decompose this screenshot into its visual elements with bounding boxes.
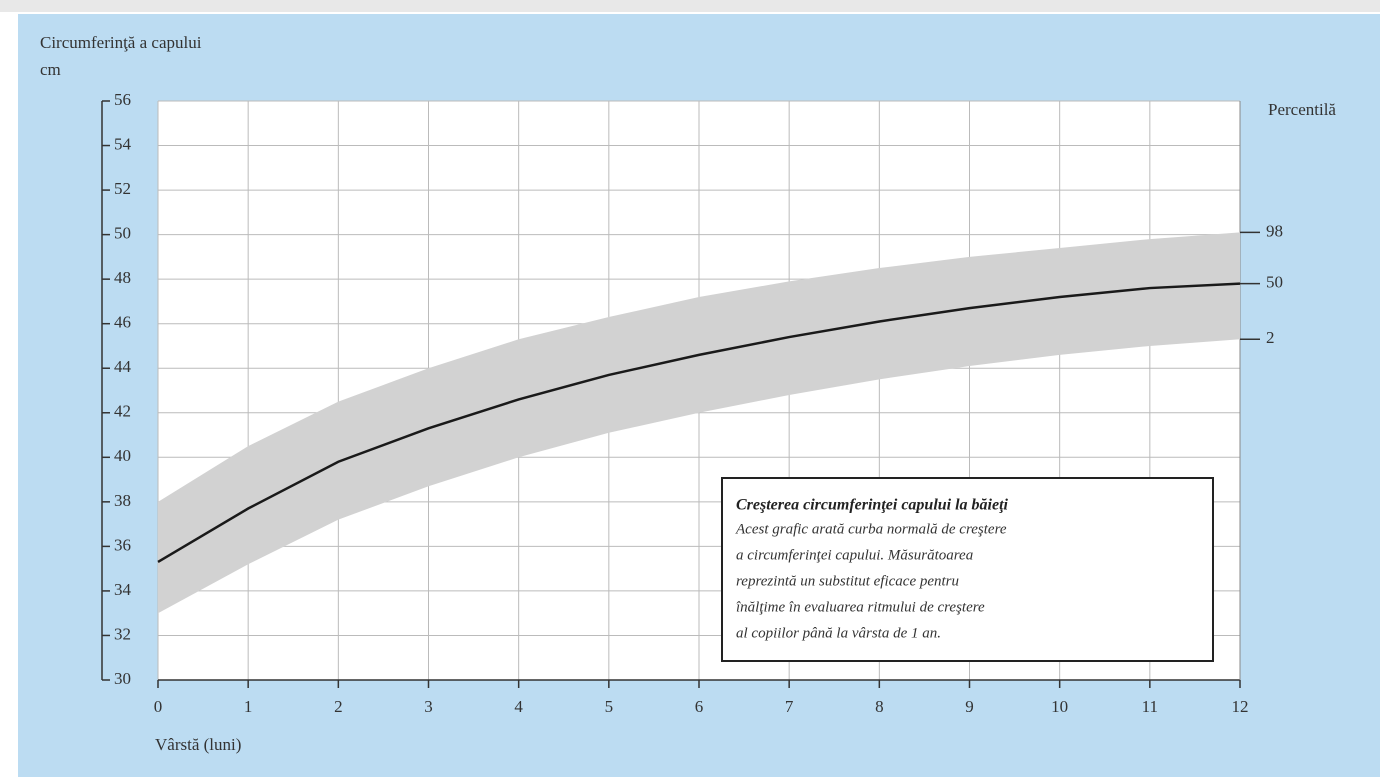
y-tick-label: 46	[114, 313, 131, 332]
x-tick-label: 8	[875, 697, 884, 716]
x-tick-label: 12	[1232, 697, 1249, 716]
median-line	[157, 282, 1241, 564]
y-title: Circumferinţă a capului	[40, 33, 202, 52]
x-title: Vârstă (luni)	[155, 735, 241, 754]
y-tick-label: 32	[114, 624, 131, 643]
note-line: al copiilor până la vârsta de 1 an.	[736, 625, 941, 641]
x-tick-label: 3	[424, 697, 433, 716]
percentile-band	[158, 232, 1240, 614]
note-box	[721, 477, 1214, 662]
percentile-label: 50	[1266, 273, 1283, 292]
y2-title: Percentilă	[1268, 100, 1336, 119]
x-tick-label: 9	[965, 697, 974, 716]
x-tick-label: 5	[605, 697, 614, 716]
y-unit: cm	[40, 60, 61, 79]
top-strip	[0, 0, 1380, 12]
y-tick-label: 56	[114, 90, 131, 109]
note-line: Acest grafic arată curba normală de creş…	[735, 521, 1007, 537]
y-tick-label: 34	[114, 580, 132, 599]
x-tick-label: 4	[514, 697, 523, 716]
note-line: înălţime în evaluarea ritmului de creşte…	[736, 599, 985, 615]
x-tick-label: 10	[1051, 697, 1068, 716]
y-tick-label: 40	[114, 446, 131, 465]
x-tick-label: 7	[785, 697, 794, 716]
y-tick-label: 36	[114, 535, 131, 554]
y-tick-label: 54	[114, 134, 132, 153]
y-tick-label: 42	[114, 402, 131, 421]
x-tick-label: 1	[244, 697, 253, 716]
y-tick-label: 38	[114, 491, 131, 510]
y-tick-label: 30	[114, 669, 131, 688]
note-line: reprezintă un substitut eficace pentru	[736, 573, 959, 589]
x-tick-label: 11	[1142, 697, 1158, 716]
note-line: a circumferinţei capului. Măsurătoarea	[736, 547, 973, 563]
note-title: Creşterea circumferinţei capului la băie…	[736, 497, 1009, 514]
x-tick-label: 0	[154, 697, 163, 716]
y-tick-label: 48	[114, 268, 131, 287]
percentile-label: 98	[1266, 221, 1283, 240]
y-tick-label: 52	[114, 179, 131, 198]
y-tick-label: 44	[114, 357, 132, 376]
y-tick-label: 50	[114, 224, 131, 243]
x-tick-label: 2	[334, 697, 343, 716]
x-tick-label: 6	[695, 697, 704, 716]
percentile-label: 2	[1266, 328, 1275, 347]
